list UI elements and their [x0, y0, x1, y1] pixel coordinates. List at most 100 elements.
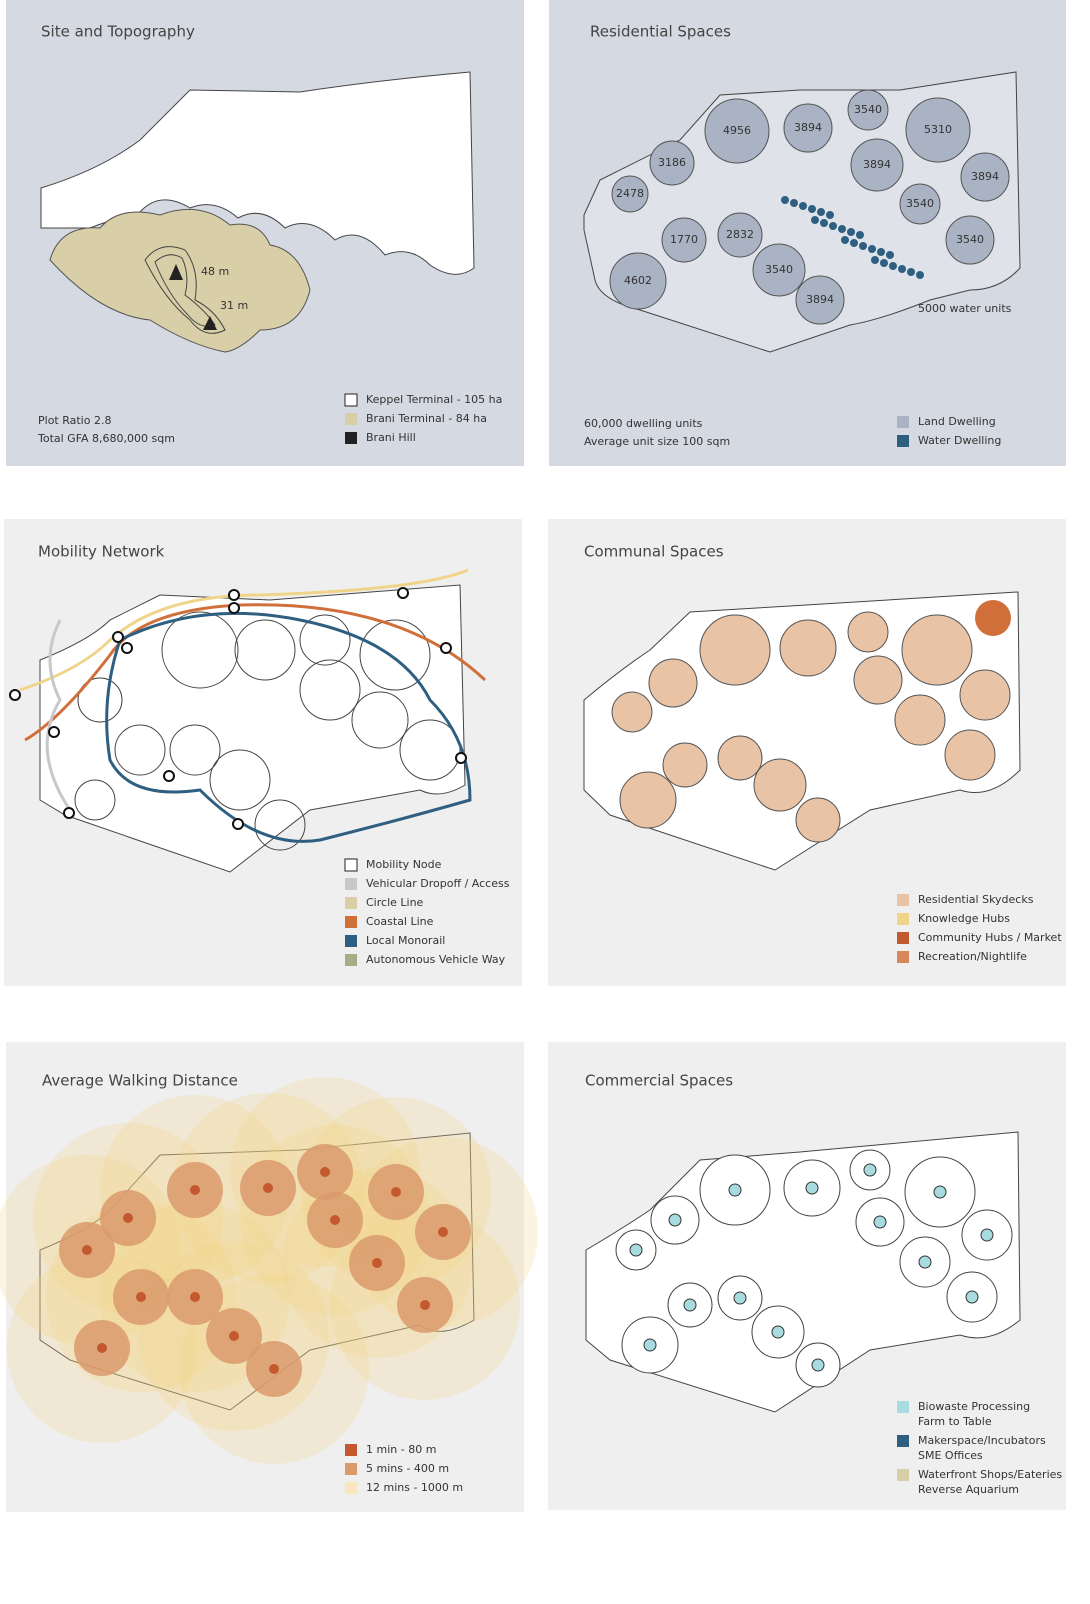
- shape: [611, 175, 649, 213]
- shape: [899, 183, 941, 225]
- shape: [440, 642, 452, 654]
- shape: [889, 262, 897, 270]
- shape: [959, 669, 1011, 721]
- mobility-outline: [39, 584, 466, 873]
- legend-swatch: [345, 413, 357, 425]
- legend-swatch: [897, 1469, 909, 1481]
- shape: [299, 614, 351, 666]
- shape: [397, 587, 409, 599]
- legend-label: Knowledge Hubs: [918, 912, 1010, 925]
- legend-label: Mobility Node: [366, 858, 442, 871]
- shape: [850, 138, 904, 192]
- shape: [97, 1343, 107, 1353]
- route: [105, 611, 472, 843]
- legend-label: Waterfront Shops/Eateries: [918, 1468, 1062, 1481]
- shape: [868, 245, 876, 253]
- legend-swatch: [897, 913, 909, 925]
- shape: [209, 749, 271, 811]
- shape: [871, 256, 879, 264]
- site-map: [40, 71, 475, 353]
- legend-label: Reverse Aquarium: [918, 1483, 1019, 1496]
- shape: [649, 140, 695, 186]
- shape: [190, 1292, 200, 1302]
- shape: [847, 89, 889, 131]
- shape: [629, 1243, 643, 1257]
- shape: [123, 1213, 133, 1223]
- shape: [399, 719, 461, 781]
- map-label: 3540: [854, 103, 882, 116]
- legend-label: Water Dwelling: [918, 434, 1001, 447]
- shape: [894, 694, 946, 746]
- note: Average unit size 100 sqm: [584, 435, 730, 448]
- map-label: 5000 water units: [918, 302, 1012, 315]
- shape: [826, 211, 834, 219]
- shape: [455, 752, 467, 764]
- shape: [351, 691, 409, 749]
- shape: [960, 152, 1010, 202]
- shape: [136, 1292, 146, 1302]
- map-label: 3186: [658, 156, 686, 169]
- map-label: 5310: [924, 123, 952, 136]
- shape: [808, 205, 816, 213]
- legend-label: Autonomous Vehicle Way: [366, 953, 506, 966]
- decoration: [0, 89, 1013, 1464]
- shape: [975, 600, 1011, 636]
- shape: [228, 589, 240, 601]
- shape: [817, 208, 825, 216]
- legend-swatch: [344, 393, 358, 407]
- shape: [752, 243, 806, 297]
- route: [24, 603, 487, 742]
- route: [45, 619, 72, 811]
- shape: [863, 1163, 877, 1177]
- shape: [907, 268, 915, 276]
- shape: [847, 611, 889, 653]
- shape: [48, 726, 60, 738]
- legend-swatch: [897, 416, 909, 428]
- shape: [847, 228, 855, 236]
- shape: [704, 98, 770, 164]
- shape: [918, 1255, 932, 1269]
- legend-swatch: [897, 1435, 909, 1447]
- legend-label: Brani Hill: [366, 431, 416, 444]
- map-label: 2478: [616, 187, 644, 200]
- legend-label: Recreation/Nightlife: [918, 950, 1027, 963]
- shape: [643, 1338, 657, 1352]
- shape: [234, 619, 296, 681]
- shape: [112, 631, 124, 643]
- shape: [163, 770, 175, 782]
- panel-title: Residential Spaces: [590, 23, 731, 41]
- legend-label: Residential Skydecks: [918, 893, 1034, 906]
- shape: [901, 614, 973, 686]
- shape: [944, 729, 996, 781]
- legend-swatch: [897, 1401, 909, 1413]
- shape: [728, 1183, 742, 1197]
- legend-swatch: [897, 894, 909, 906]
- shape: [609, 252, 667, 310]
- shape: [169, 724, 221, 776]
- shape: [359, 619, 431, 691]
- shape: [228, 602, 240, 614]
- shape: [859, 242, 867, 250]
- legend-label: 5 mins - 400 m: [366, 1462, 449, 1475]
- shape: [161, 611, 239, 689]
- legend-label: Makerspace/Incubators: [918, 1434, 1046, 1447]
- shape: [661, 217, 707, 263]
- shape: [838, 225, 846, 233]
- shape: [781, 196, 789, 204]
- legend-swatch: [345, 916, 357, 928]
- panel-title: Average Walking Distance: [42, 1072, 238, 1090]
- map-label: 3540: [956, 233, 984, 246]
- note: 60,000 dwelling units: [584, 417, 703, 430]
- legend-swatch: [345, 432, 357, 444]
- legend-label: Keppel Terminal - 105 ha: [366, 393, 502, 406]
- legend-label: Coastal Line: [366, 915, 434, 928]
- shape: [74, 779, 116, 821]
- legend-label: SME Offices: [918, 1449, 983, 1462]
- panel-title: Site and Topography: [41, 23, 195, 41]
- shape: [269, 1364, 279, 1374]
- shape: [945, 215, 995, 265]
- shape: [372, 1258, 382, 1268]
- panel-title: Commercial Spaces: [585, 1072, 733, 1090]
